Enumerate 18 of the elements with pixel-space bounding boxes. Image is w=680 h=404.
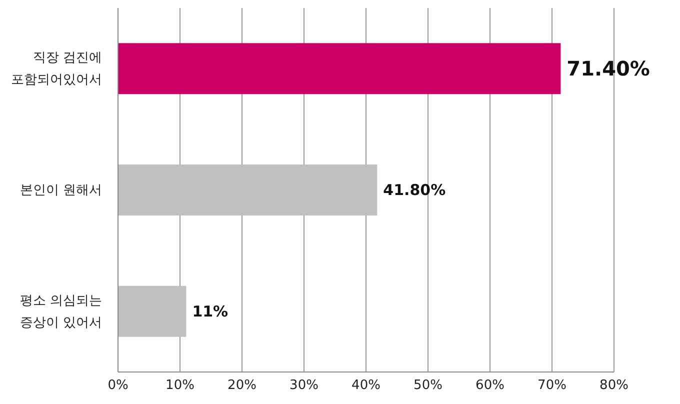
- x-tick-label: 30%: [290, 378, 318, 394]
- bar: [118, 43, 561, 94]
- y-tick-label: 직장 검진에 포함되어있어서: [11, 50, 102, 88]
- x-tick-label: 60%: [476, 378, 504, 394]
- x-tick-label: 20%: [228, 378, 256, 394]
- x-tick-label: 50%: [414, 378, 442, 394]
- data-label: 41.80%: [383, 181, 446, 200]
- x-tick-label: 40%: [352, 378, 380, 394]
- x-tick-label: 80%: [600, 378, 628, 394]
- bar: [118, 164, 378, 216]
- x-tick-label: 10%: [166, 378, 194, 394]
- x-tick-label: 0%: [108, 378, 128, 394]
- bar: [118, 286, 186, 337]
- y-tick-label: 본인이 원해서: [20, 183, 102, 198]
- x-tick-label: 70%: [538, 378, 566, 394]
- data-label: 71.40%: [566, 56, 650, 81]
- data-label: 11%: [192, 302, 228, 320]
- y-tick-label: 평소 의심되는 증상이 있어서: [20, 293, 102, 330]
